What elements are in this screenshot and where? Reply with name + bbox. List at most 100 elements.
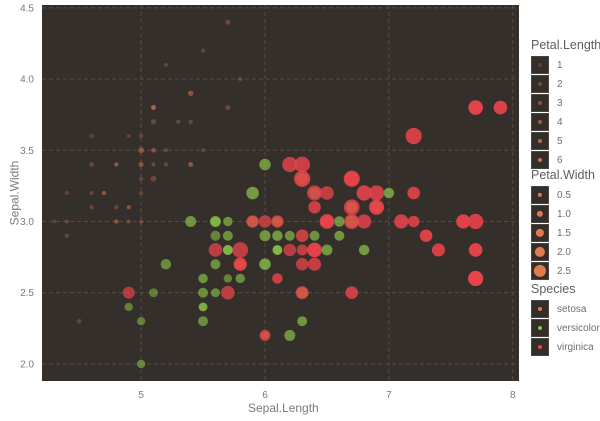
data-point-setosa: [64, 219, 69, 224]
data-point-setosa: [188, 161, 194, 168]
legend-dot-icon: [538, 326, 542, 330]
legend-dot-icon: [537, 192, 543, 198]
legend-dot-icon: [538, 82, 542, 86]
data-point-setosa: [89, 133, 94, 139]
plot-panel: [42, 5, 519, 381]
data-point-setosa: [163, 162, 169, 167]
data-point-versicolor: [321, 244, 333, 256]
legend-item-petal-length: 3: [531, 94, 600, 112]
data-point-virginica: [308, 200, 321, 214]
legend-key: [531, 319, 549, 337]
data-point-virginica: [295, 286, 309, 300]
y-tick-label: 4.0: [20, 75, 34, 86]
data-point-versicolor: [259, 230, 271, 242]
data-point-setosa: [188, 162, 193, 167]
data-point-setosa: [138, 176, 144, 181]
legend-key: [531, 151, 549, 169]
legend-label: 1: [557, 59, 563, 71]
data-point-versicolor: [198, 316, 209, 327]
y-tick-label: 3.0: [20, 217, 34, 228]
legend-item-petal-width: 1.0: [531, 205, 595, 223]
data-point-setosa: [89, 190, 94, 196]
data-point-versicolor: [210, 230, 221, 241]
data-point-setosa: [138, 219, 144, 224]
data-point-versicolor: [246, 186, 259, 200]
data-point-virginica: [468, 270, 484, 287]
data-point-virginica: [295, 229, 309, 243]
data-point-versicolor: [284, 230, 295, 241]
data-point-virginica: [232, 242, 249, 258]
legend-key: [531, 205, 549, 223]
legend-label: 1.0: [557, 208, 571, 220]
data-point-setosa: [138, 147, 144, 153]
data-point-virginica: [357, 214, 372, 229]
data-point-versicolor: [149, 288, 158, 298]
legend-label: 6: [557, 154, 563, 166]
data-point-virginica: [258, 215, 272, 228]
data-point-versicolor: [284, 329, 296, 341]
data-point-setosa: [114, 219, 119, 224]
legend-label: setosa: [557, 303, 587, 315]
data-point-setosa: [188, 90, 194, 96]
legend-label: versicolor: [557, 322, 600, 334]
legend-key: [531, 243, 549, 261]
data-point-setosa: [225, 19, 231, 25]
data-point-versicolor: [383, 187, 395, 199]
legend-title: Species: [531, 282, 576, 296]
data-point-versicolor: [198, 302, 208, 312]
data-point-virginica: [343, 170, 360, 187]
data-point-virginica: [271, 215, 284, 228]
data-point-versicolor: [222, 230, 233, 241]
data-point-setosa: [126, 134, 131, 138]
legend-item-petal-length: 6: [531, 151, 600, 169]
data-point-virginica: [356, 185, 372, 201]
y-tick-label: 3.5: [20, 146, 34, 157]
data-point-setosa: [126, 205, 131, 210]
legend-key: [531, 113, 549, 131]
data-point-versicolor: [198, 287, 209, 298]
data-point-setosa: [151, 105, 156, 110]
data-point-virginica: [282, 156, 298, 173]
data-point-versicolor: [185, 215, 197, 227]
data-point-virginica: [294, 170, 311, 187]
legend-label: 2.5: [557, 265, 571, 277]
legend-label: virginica: [557, 341, 594, 353]
data-point-versicolor: [309, 230, 320, 241]
data-point-versicolor: [124, 302, 133, 312]
data-point-setosa: [64, 233, 69, 238]
data-point-setosa: [238, 76, 243, 82]
data-point-versicolor: [198, 273, 208, 284]
data-point-versicolor: [210, 259, 221, 270]
data-point-setosa: [76, 318, 82, 324]
legend-dot-icon: [538, 158, 542, 162]
y-axis-title: Sepal.Width: [7, 160, 22, 226]
data-point-setosa: [138, 190, 144, 196]
data-point-setosa: [163, 148, 169, 153]
data-point-setosa: [176, 119, 181, 124]
data-point-setosa: [52, 219, 57, 224]
data-point-versicolor: [160, 258, 172, 270]
x-axis-ticks: 5 6 7 8: [138, 390, 516, 401]
data-point-virginica: [344, 213, 360, 230]
y-tick-label: 2.5: [20, 288, 34, 299]
data-point-setosa: [101, 190, 107, 196]
data-point-setosa: [114, 162, 119, 167]
legend-species: Species setosa versicolor virginica: [531, 282, 600, 357]
data-point-virginica: [405, 127, 422, 145]
legend-title: Petal.Width: [531, 168, 595, 182]
data-point-virginica: [296, 244, 308, 256]
data-point-virginica: [283, 243, 297, 257]
data-point-versicolor: [272, 245, 283, 255]
y-axis-ticks: 2.0 2.5 3.0 3.5 4.0 4.5: [20, 3, 34, 370]
data-point-setosa: [150, 119, 157, 125]
data-point-versicolor: [358, 244, 370, 256]
y-tick-label: 4.5: [20, 3, 34, 14]
legend-title: Petal.Length: [531, 38, 600, 52]
data-point-virginica: [368, 199, 385, 215]
legend-label: 5: [557, 135, 563, 147]
data-point-versicolor: [210, 216, 221, 227]
data-point-virginica: [456, 214, 471, 229]
legend-dot-icon: [538, 101, 542, 105]
legend-dot-icon: [534, 246, 546, 258]
y-tick-label: 2.0: [20, 359, 34, 370]
